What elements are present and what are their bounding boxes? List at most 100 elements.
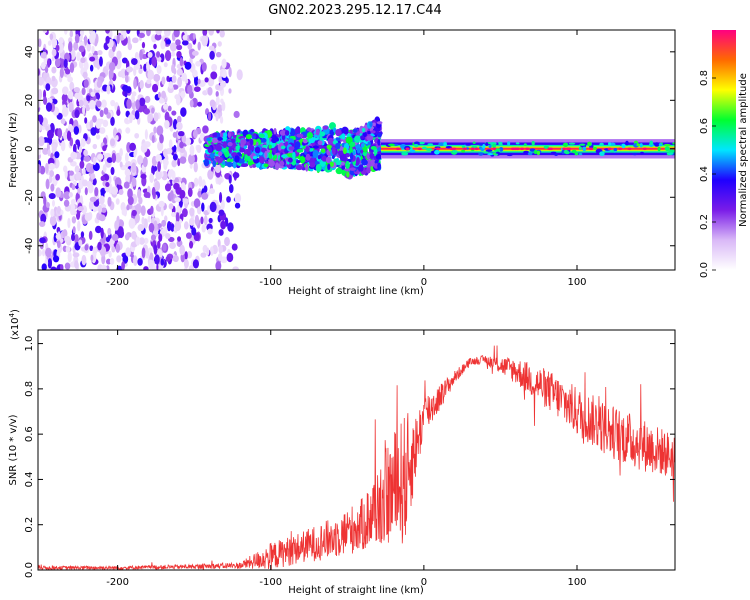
- heatmap-cell: [101, 99, 107, 108]
- heatmap-cell: [121, 57, 128, 64]
- heatmap-cell: [63, 165, 68, 173]
- heatmap-cell: [141, 41, 146, 49]
- heatmap-cell: [240, 138, 247, 145]
- heatmap-cell: [125, 127, 131, 134]
- heatmap-cell: [214, 164, 221, 174]
- heatmap-cell: [312, 145, 319, 149]
- heatmap-cell: [166, 221, 172, 232]
- heatmap-cell: [388, 143, 395, 146]
- heatmap-cell: [246, 138, 250, 142]
- heatmap-cell: [89, 64, 94, 72]
- heatmap-cell: [215, 90, 219, 98]
- heatmap-cell: [64, 235, 71, 243]
- heatmap-cell: [377, 138, 381, 146]
- heatmap-cell: [126, 66, 134, 73]
- heatmap-cell: [137, 155, 144, 165]
- heatmap-cell: [227, 158, 231, 162]
- heatmap-cell: [264, 150, 268, 159]
- colorbar-label: Normalized spectral amplitude: [738, 73, 749, 227]
- heatmap-cell: [105, 258, 112, 265]
- heatmap-cell: [525, 147, 530, 151]
- heatmap-cell: [121, 208, 126, 216]
- heatmap-cell: [127, 43, 133, 51]
- heatmap-cell: [165, 232, 171, 239]
- heatmap-cell: [61, 93, 68, 103]
- heatmap-cell: [143, 237, 149, 244]
- heatmap-cell: [68, 192, 73, 198]
- heatmap-cell: [208, 188, 215, 195]
- heatmap-cell: [104, 152, 111, 159]
- heatmap-cell: [179, 156, 187, 164]
- heatmap-cell: [345, 160, 350, 169]
- heatmap-cell: [51, 55, 55, 62]
- heatmap-cell: [271, 137, 278, 144]
- heatmap-cell: [582, 146, 587, 152]
- heatmap-cell: [64, 30, 68, 35]
- heatmap-cell: [171, 211, 177, 217]
- heatmap-cell: [237, 158, 245, 164]
- heatmap-cell: [485, 149, 493, 152]
- heatmap-cell: [126, 86, 132, 94]
- heatmap-cell: [201, 62, 207, 72]
- heatmap-cell: [155, 170, 162, 180]
- heatmap-cell: [100, 175, 106, 182]
- heatmap-cell: [126, 204, 130, 211]
- heatmap-cell: [197, 78, 201, 85]
- heatmap-cell: [208, 45, 215, 51]
- heatmap-cell: [81, 87, 86, 96]
- heatmap-cell: [474, 147, 479, 151]
- heatmap-cell: [49, 33, 54, 40]
- heatmap-cell: [217, 137, 223, 141]
- heatmap-cell: [131, 209, 137, 217]
- heatmap-cell: [227, 141, 233, 147]
- heatmap-cell: [55, 187, 62, 198]
- heatmap-cell: [108, 61, 116, 72]
- heatmap-cell: [345, 136, 353, 144]
- heatmap-cell: [83, 79, 89, 88]
- heatmap-cell: [642, 147, 647, 151]
- heatmap-cell: [95, 134, 101, 140]
- heatmap-cell: [251, 135, 256, 140]
- heatmap-cell: [168, 236, 175, 243]
- spectrogram-frame: [37, 29, 676, 271]
- heatmap-cell: [84, 117, 88, 124]
- heatmap-cell: [51, 66, 57, 74]
- heatmap-cell: [88, 230, 93, 241]
- heatmap-cell: [579, 143, 586, 146]
- heatmap-cell: [574, 152, 579, 156]
- snr-panel: -200 -100 0 100 0.0 0.2 0.4 0.6 0.8 1.0 Height o…: [8, 309, 676, 596]
- heatmap-cell: [417, 147, 422, 151]
- heatmap-cell: [148, 259, 154, 270]
- heatmap-cell: [207, 169, 214, 180]
- heatmap-cell: [654, 142, 660, 147]
- heatmap-cell: [179, 189, 186, 199]
- heatmap-cell: [578, 146, 582, 150]
- heatmap-cell: [162, 243, 167, 252]
- heatmap-cell: [336, 137, 341, 141]
- heatmap-cell: [80, 57, 86, 64]
- heatmap-cell: [78, 99, 84, 107]
- heatmap-cell: [341, 133, 346, 140]
- heatmap-cell: [164, 183, 172, 192]
- heatmap-cell: [281, 154, 288, 159]
- heatmap-cell: [221, 161, 226, 165]
- heatmap-cell: [102, 145, 107, 152]
- heatmap-cell: [184, 251, 188, 260]
- heatmap-cell: [111, 186, 119, 195]
- heatmap-cell: [64, 262, 71, 270]
- heatmap-cell: [154, 33, 162, 41]
- heatmap-cell: [147, 69, 154, 80]
- heatmap-cell: [299, 155, 306, 164]
- heatmap-cell: [308, 148, 314, 152]
- heatmap-cell: [367, 130, 371, 135]
- y-tick-label: 40: [24, 45, 35, 58]
- heatmap-cell: [116, 255, 122, 263]
- heatmap-cell: [187, 187, 193, 198]
- heatmap-cell: [206, 247, 210, 256]
- heatmap-cell: [124, 90, 128, 98]
- heatmap-cell: [320, 148, 326, 153]
- heatmap-cell: [335, 142, 341, 150]
- colorbar-tick-label: 0.0: [699, 262, 710, 278]
- heatmap-cell: [377, 132, 382, 138]
